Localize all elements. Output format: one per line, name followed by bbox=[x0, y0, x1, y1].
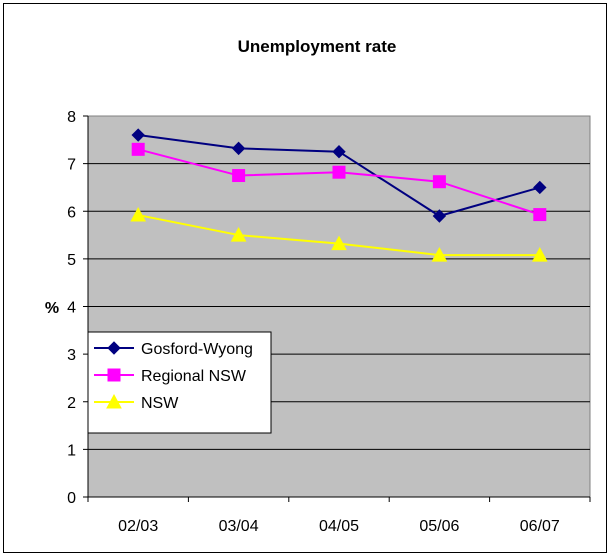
y-tick-label: 8 bbox=[67, 109, 76, 126]
y-tick-label: 0 bbox=[67, 490, 76, 507]
data-point bbox=[230, 227, 247, 242]
data-point bbox=[131, 142, 145, 156]
data-point bbox=[131, 128, 145, 142]
y-tick-label: 2 bbox=[67, 395, 76, 412]
y-tick-label: 3 bbox=[67, 347, 76, 364]
chart-title: Unemployment rate bbox=[238, 37, 397, 56]
legend-marker bbox=[107, 341, 121, 355]
x-tick-label: 04/05 bbox=[319, 518, 359, 535]
data-point bbox=[331, 235, 347, 251]
y-axis-label: % bbox=[45, 300, 59, 317]
data-point bbox=[432, 175, 446, 189]
legend: Gosford-Wyong Regional NSW NSW bbox=[87, 331, 272, 434]
legend-marker bbox=[106, 393, 122, 409]
legend-marker bbox=[107, 368, 121, 382]
series-layer bbox=[130, 128, 548, 262]
y-tick-label: 4 bbox=[67, 300, 76, 317]
x-tick-label: 02/03 bbox=[118, 518, 158, 535]
legend-label: NSW bbox=[141, 395, 179, 412]
data-point bbox=[533, 180, 547, 195]
data-point bbox=[231, 141, 246, 156]
data-point bbox=[332, 165, 346, 179]
data-point bbox=[531, 247, 548, 262]
data-point bbox=[431, 247, 448, 262]
y-tick-label: 7 bbox=[67, 157, 76, 174]
y-tick-label: 5 bbox=[67, 252, 76, 269]
data-point bbox=[232, 169, 246, 183]
x-tick-label: 05/06 bbox=[419, 518, 459, 535]
data-point bbox=[130, 207, 147, 222]
x-axis: 02/03 03/04 04/05 05/06 06/07 bbox=[87, 496, 591, 535]
legend-label: Regional NSW bbox=[141, 368, 247, 385]
y-tick-label: 1 bbox=[67, 442, 76, 459]
legend-label: Gosford-Wyong bbox=[141, 341, 253, 358]
x-tick-label: 06/07 bbox=[520, 518, 560, 535]
data-point bbox=[332, 145, 346, 159]
y-tick-label: 6 bbox=[67, 204, 76, 221]
data-point bbox=[432, 209, 447, 223]
data-point bbox=[533, 208, 547, 222]
x-tick-label: 03/04 bbox=[219, 518, 259, 535]
